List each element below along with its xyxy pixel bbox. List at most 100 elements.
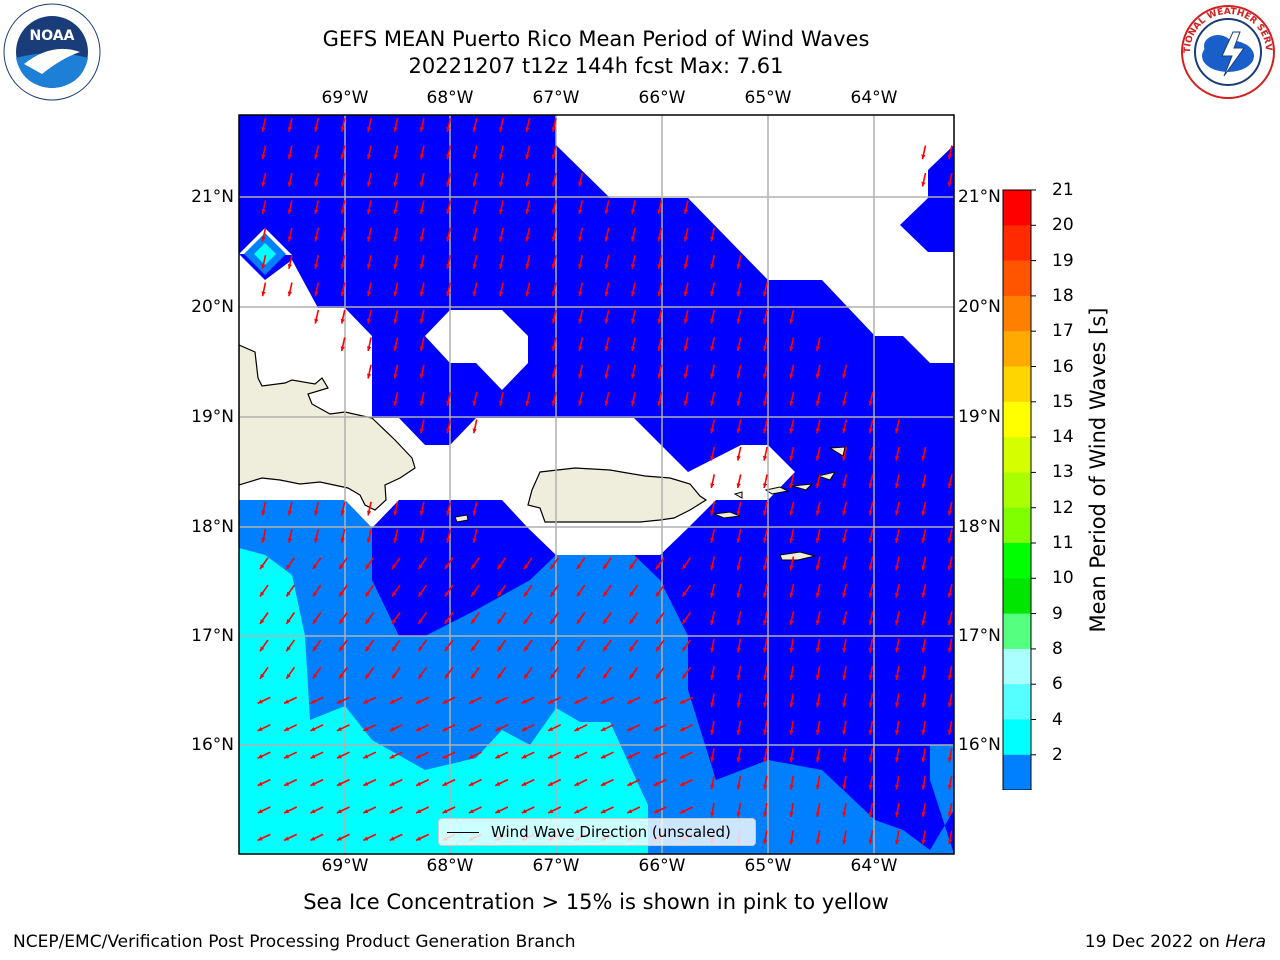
island-small — [733, 491, 743, 499]
wind-wave-arrowhead — [947, 839, 953, 845]
lat-label-left: 19°N — [191, 407, 234, 427]
wind-wave-arrowhead — [895, 784, 900, 790]
wind-wave-arrowhead — [736, 291, 741, 297]
wind-wave-arrowhead — [627, 781, 633, 786]
wind-wave-arrowhead — [525, 154, 530, 160]
wind-wave-arrowhead — [363, 699, 369, 704]
wind-wave-arrowhead — [389, 754, 395, 759]
wind-wave-arrowhead — [471, 591, 476, 597]
wind-wave-arrowhead — [921, 839, 926, 845]
wind-wave-arrowhead — [392, 646, 397, 652]
wind-wave-arrowhead — [495, 781, 501, 786]
wind-wave-arrowhead — [419, 346, 424, 351]
wind-wave-arrowhead — [339, 591, 344, 597]
wind-wave-arrowhead — [604, 346, 609, 351]
colorbar-segment — [1003, 543, 1031, 579]
wind-wave-arrowhead — [921, 181, 926, 187]
wind-wave-arrowhead — [578, 291, 583, 297]
wind-wave-arrowhead — [842, 401, 847, 406]
wind-wave-arrowhead — [419, 209, 424, 214]
wind-wave-arrowhead — [736, 812, 741, 817]
wind-wave-arrowhead — [763, 455, 768, 461]
wind-wave-arrowhead — [497, 673, 502, 679]
island-small — [713, 511, 741, 519]
wind-wave-arrowhead — [868, 784, 873, 790]
wind-wave-arrowhead — [367, 236, 372, 242]
wind-wave-arrowhead — [789, 812, 794, 817]
colorbar-segment — [1003, 225, 1031, 262]
wind-wave-arrowhead — [524, 646, 529, 652]
wind-wave-arrowhead — [261, 127, 266, 132]
wind-wave-arrowhead — [284, 809, 290, 813]
wind-wave-arrowhead — [680, 781, 686, 786]
wind-wave-arrowhead — [947, 592, 952, 598]
wind-wave-arrowhead — [921, 784, 926, 790]
wind-wave-arrowhead — [525, 181, 530, 187]
wind-wave-arrowhead — [446, 264, 451, 269]
wind-wave-arrowhead — [653, 781, 659, 786]
wind-wave-arrowhead — [499, 236, 504, 242]
wind-wave-arrowhead — [868, 675, 873, 680]
wind-wave-arrowhead — [921, 510, 926, 516]
colorbar-tick-label: 12 — [1052, 497, 1074, 518]
colorbar-tick-label: 21 — [1052, 180, 1074, 200]
wind-wave-arrowhead — [340, 346, 345, 351]
wind-wave-arrowhead — [710, 812, 715, 817]
wind-wave-arrowhead — [444, 619, 450, 624]
wind-wave-arrowhead — [472, 510, 477, 516]
wind-wave-arrowhead — [868, 647, 873, 653]
wind-wave-arrowhead — [631, 373, 636, 379]
wind-wave-arrowhead — [468, 726, 474, 731]
wind-wave-arrowhead — [815, 592, 820, 598]
wind-wave-arrowhead — [551, 264, 556, 269]
wind-wave-arrowhead — [260, 564, 265, 570]
wind-wave-arrowhead — [763, 318, 768, 324]
wind-wave-arrowhead — [525, 291, 530, 297]
wind-wave-arrowhead — [419, 264, 424, 269]
wind-wave-arrowhead — [710, 757, 715, 763]
wind-wave-arrowhead — [868, 757, 873, 763]
wind-wave-arrowhead — [631, 236, 636, 242]
colorbar-tick-label: 13 — [1052, 462, 1074, 483]
wind-wave-arrowhead — [842, 538, 847, 543]
wind-wave-arrowhead — [261, 538, 266, 543]
wind-wave-arrowhead — [921, 592, 926, 598]
wind-wave-arrowhead — [578, 318, 583, 324]
wind-wave-arrowhead — [521, 754, 527, 759]
wind-wave-arrowhead — [416, 726, 422, 731]
wind-wave-arrowhead — [446, 401, 451, 406]
wind-wave-arrowhead — [815, 812, 821, 817]
colorbar-segment — [1003, 684, 1031, 720]
wind-wave-arrowhead — [367, 154, 372, 160]
wind-wave-arrowhead — [392, 564, 397, 570]
wind-wave-arrowhead — [365, 591, 370, 597]
wind-wave-arrowhead — [525, 127, 530, 132]
colorbar-segment — [1003, 472, 1031, 509]
wind-wave-arrowhead — [418, 619, 423, 624]
wind-wave-arrowhead — [367, 181, 372, 187]
wind-wave-arrowhead — [789, 620, 794, 625]
hispaniola-land — [239, 344, 416, 511]
wind-wave-arrowhead — [789, 346, 794, 351]
wind-wave-arrowhead — [656, 591, 661, 597]
wind-wave-arrowhead — [261, 236, 266, 242]
wind-wave-arrowhead — [260, 619, 265, 624]
lon-label-top: 65°W — [744, 88, 792, 108]
wind-wave-arrowhead — [416, 809, 422, 813]
wind-wave-arrowhead — [365, 564, 370, 570]
wind-wave-arrowhead — [710, 592, 715, 598]
wind-wave-arrowhead — [389, 809, 395, 813]
wind-wave-arrowhead — [921, 483, 926, 488]
wind-wave-arrowhead — [418, 673, 423, 679]
wind-wave-arrowhead — [895, 702, 900, 708]
wind-wave-arrowhead — [710, 318, 715, 324]
wind-wave-arrowhead — [680, 754, 686, 759]
wind-wave-arrowhead — [339, 564, 344, 570]
wind-wave-arrowhead — [393, 181, 398, 187]
wind-wave-arrowhead — [657, 291, 662, 297]
lat-label-left: 17°N — [191, 626, 234, 646]
lat-label-left: 16°N — [191, 735, 234, 755]
wind-wave-arrowhead — [392, 673, 397, 679]
wind-wave-arrowhead — [416, 781, 422, 786]
